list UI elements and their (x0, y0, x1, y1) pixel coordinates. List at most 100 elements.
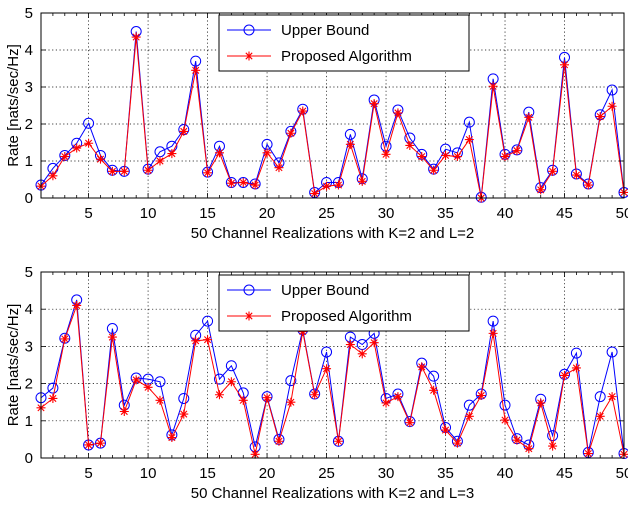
data-point (332, 435, 344, 447)
data-point (72, 143, 82, 153)
series-line (40, 37, 625, 199)
legend-label-upper-bound: Upper Bound (281, 22, 369, 39)
data-point (536, 185, 546, 195)
x-tick-label: 45 (556, 205, 573, 222)
data-point (298, 327, 308, 337)
data-point (344, 128, 356, 140)
data-point (83, 117, 95, 129)
data-point (167, 433, 177, 443)
data-point (214, 390, 224, 400)
x-tick-label: 50 (616, 205, 628, 222)
x-tick-label: 35 (437, 205, 454, 222)
data-point (606, 84, 618, 96)
data-point (333, 180, 343, 190)
legend-box (218, 274, 470, 332)
data-point (429, 385, 439, 395)
x-tick-label: 45 (556, 465, 573, 482)
data-point (345, 139, 355, 149)
data-point (119, 166, 129, 176)
data-point (274, 163, 284, 173)
data-point (179, 126, 189, 136)
data-point (429, 165, 439, 175)
plot-top: 5101520253035404550012345 50 Channel Rea… (5, 5, 628, 242)
x-tick-label: 20 (259, 465, 276, 482)
data-point (500, 415, 510, 425)
data-point (512, 146, 522, 156)
legend: Upper Bound Proposed Algorithm (218, 274, 470, 332)
y-tick-label: 0 (25, 450, 33, 467)
data-point (179, 409, 189, 419)
data-point (417, 362, 427, 372)
data-point (571, 170, 581, 180)
data-point (214, 148, 224, 158)
legend-box (218, 14, 470, 72)
x-tick-label: 5 (84, 205, 92, 222)
data-point (463, 399, 475, 411)
data-point (369, 99, 379, 109)
x-tick-label: 15 (199, 465, 216, 482)
data-point (60, 334, 70, 344)
data-point (548, 166, 558, 176)
data-point (583, 180, 593, 190)
data-point (203, 168, 213, 178)
grid (41, 272, 624, 458)
data-point (583, 449, 593, 459)
data-point (345, 340, 355, 350)
data-point (191, 336, 201, 346)
data-point (226, 178, 236, 188)
data-point (107, 166, 117, 176)
data-point (107, 332, 117, 342)
data-point (286, 128, 296, 138)
data-point (500, 152, 510, 162)
tick-labels: 5101520253035404550012345 (25, 5, 628, 222)
legend-symbol-upper-bound (227, 24, 271, 36)
legend: Upper Bound Proposed Algorithm (218, 14, 470, 72)
data-point (310, 390, 320, 400)
data-point (393, 108, 403, 118)
y-axis-label: Rate [nats/sec/Hz] (5, 44, 22, 167)
x-tick-label: 15 (199, 205, 216, 222)
y-tick-label: 5 (25, 264, 33, 281)
data-point (143, 165, 153, 175)
data-point (464, 411, 474, 421)
x-tick-label: 40 (497, 205, 514, 222)
data-point (202, 315, 214, 327)
tick-marks (40, 271, 625, 459)
data-point (405, 140, 415, 150)
data-point (607, 101, 617, 111)
data-point (72, 300, 82, 310)
x-tick-label: 40 (497, 465, 514, 482)
axes-frame (40, 271, 625, 459)
data-point (369, 338, 379, 348)
data-point (285, 375, 297, 387)
data-point (262, 393, 272, 403)
y-axis-label: Rate [nats/sec/Hz] (5, 304, 22, 427)
legend-marker (243, 24, 255, 36)
x-tick-label: 30 (378, 205, 395, 222)
data-point (298, 106, 308, 116)
data-point (441, 425, 451, 435)
data-point (94, 437, 106, 449)
data-point (155, 156, 165, 166)
x-axis-label: 50 Channel Realizations with K=2 and L=2 (191, 225, 475, 242)
x-axis-label: 50 Channel Realizations with K=2 and L=3 (191, 485, 475, 502)
data-point (595, 112, 605, 122)
data-point (95, 154, 105, 164)
data-point (428, 370, 440, 382)
data-point (178, 392, 190, 404)
data-point (452, 152, 462, 162)
data-point (225, 360, 237, 372)
data-point (84, 440, 94, 450)
data-point (594, 391, 606, 403)
data-point (357, 176, 367, 186)
data-point (476, 391, 486, 401)
series-proposed-algorithm (36, 300, 628, 459)
tick-labels: 5101520253035404550012345 (25, 264, 628, 482)
data-point (226, 377, 236, 387)
data-point (571, 363, 581, 373)
data-point (48, 171, 58, 181)
data-point (524, 444, 534, 454)
data-point (191, 65, 201, 75)
data-point (47, 382, 59, 394)
